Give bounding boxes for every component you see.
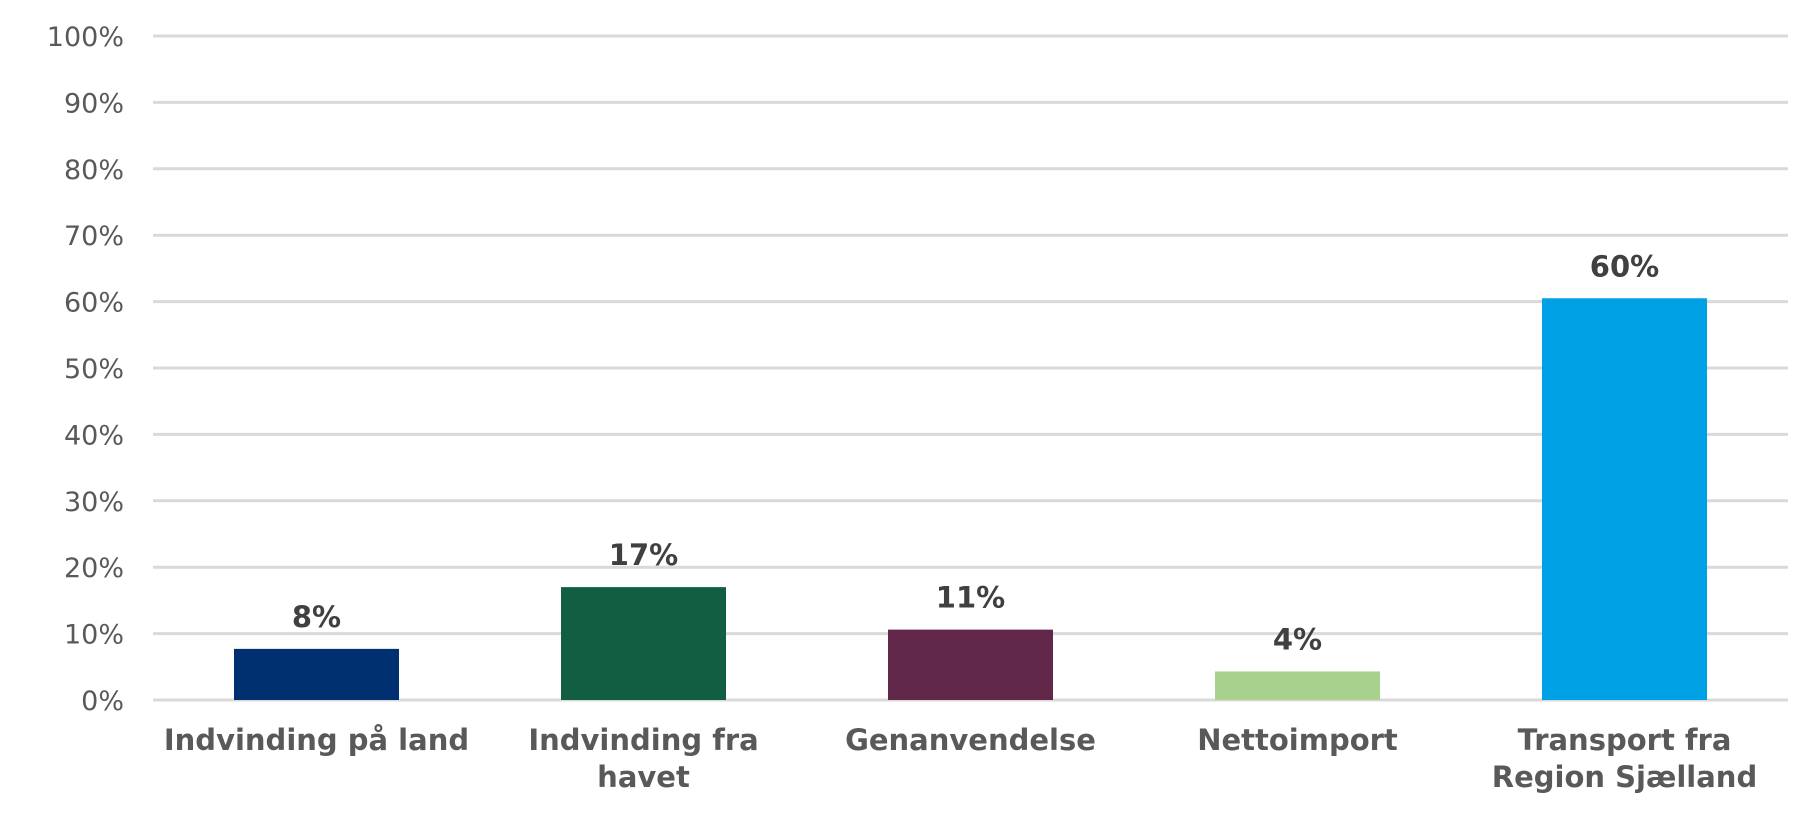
bars [234,298,1707,700]
data-label: 17% [609,538,678,572]
data-label: 60% [1590,249,1659,283]
x-tick-label: Transport fra Region Sjælland [1492,723,1757,794]
y-tick-label: 70% [64,221,124,252]
y-tick-label: 0% [81,686,124,717]
x-tick-label-line: Region Sjælland [1492,760,1757,794]
x-tick-label: Indvinding på land [164,723,469,757]
bar-2 [888,629,1053,700]
x-tick-label: Indvinding fra havet [528,723,758,794]
bar-1 [561,587,726,700]
x-tick-label-line: Transport fra [1518,723,1732,757]
data-label: 8% [292,600,341,634]
y-tick-label: 20% [64,553,124,584]
y-tick-label: 10% [64,620,124,651]
y-tick-label: 30% [64,487,124,518]
data-labels: 8% 17% 11% 4% 60% [292,249,1659,656]
data-label: 4% [1273,622,1322,656]
y-axis: 0% 10% 20% 30% 40% 50% 60% 70% 80% 90% 100% [47,22,124,717]
y-tick-label: 60% [64,288,124,319]
y-tick-label: 80% [64,155,124,186]
bar-0 [234,648,399,700]
y-tick-label: 50% [64,354,124,385]
y-tick-label: 40% [64,420,124,451]
y-tick-label: 100% [47,22,124,53]
bar-4 [1542,298,1707,700]
x-tick-label-line: Indvinding fra [528,723,758,757]
x-tick-label: Genanvendelse [845,723,1096,757]
x-tick-label-line: havet [597,760,690,794]
data-label: 11% [936,581,1005,615]
x-axis: Indvinding på land Indvinding fra havet Gen… [164,723,1757,794]
bar-3 [1215,671,1380,700]
x-tick-label-line: Nettoimport [1197,723,1398,757]
x-tick-label-line: Genanvendelse [845,723,1096,757]
gridlines [153,34,1788,702]
x-tick-label-line: Indvinding på land [164,723,469,757]
y-tick-label: 90% [64,88,124,119]
x-tick-label: Nettoimport [1197,723,1398,757]
